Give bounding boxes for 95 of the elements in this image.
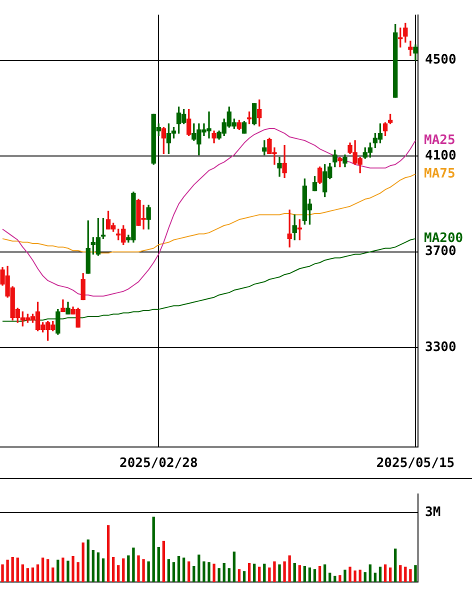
bar [202,561,206,582]
bar [92,550,94,582]
y-tick-label: 3700 [425,244,456,260]
bar [324,564,326,582]
bar [348,566,352,582]
bar [404,566,407,582]
series-label: MA75 [424,166,456,182]
bar [147,561,150,582]
bar [368,564,372,582]
bar [374,572,377,582]
x-tick-label: 2025/02/28 [120,456,198,472]
bar [102,558,105,582]
bar [388,567,392,582]
bar [358,570,362,582]
bar [378,566,382,582]
candlestick [408,40,413,56]
bar [308,567,312,582]
bar [192,566,196,582]
bar [76,562,80,582]
bar [252,564,256,582]
bar [293,563,296,582]
bar [177,556,180,582]
bar [238,569,241,582]
bar [334,576,336,582]
bar [303,566,306,582]
bar [364,572,366,582]
bar [62,558,64,582]
bar [36,564,40,582]
bar [6,560,9,582]
bar [52,567,54,582]
bar [86,540,90,582]
bar [66,560,70,582]
bar [399,565,402,582]
bar [283,561,286,582]
y-tick-label: 3300 [425,340,456,356]
bar [338,575,342,582]
series-label: MA25 [424,132,456,148]
bar [132,548,135,582]
bar [162,540,166,582]
bar [152,516,155,582]
bar [82,542,84,582]
bar [157,546,160,582]
bar [208,562,210,582]
bar [167,559,170,582]
bar [21,564,24,582]
bar [242,571,246,582]
bar [232,552,236,582]
bar [182,558,186,582]
bar [198,554,200,582]
bar [112,556,115,582]
bar [222,563,226,582]
bar [354,570,356,582]
bar [56,560,60,582]
bar [384,564,387,582]
bar [122,558,125,582]
bar [11,556,14,582]
bar [273,561,276,582]
bar [268,567,271,582]
bar [142,559,145,582]
series-label: MA200 [424,231,464,246]
y-tick-label: 4100 [425,148,456,164]
y-tick-label: 3M [425,504,441,520]
bar [298,565,301,582]
bar [258,566,261,582]
y-tick-label: 4500 [425,52,456,68]
candlestick [287,210,292,248]
bar [409,569,412,582]
bar [344,570,346,582]
bar [41,558,44,582]
bar [1,564,4,582]
bar [72,556,74,582]
x-tick-label: 2025/05/15 [376,456,455,472]
bar [212,564,216,582]
bar [106,525,110,582]
bar [263,564,266,582]
bar [394,548,397,582]
bar [278,564,281,582]
bar [127,555,130,582]
bar [188,561,190,582]
bar [318,566,322,582]
bar [96,552,100,582]
bar [414,565,417,582]
bar [117,565,120,582]
bar [26,568,30,582]
bar [248,563,251,582]
bar [46,559,50,582]
bar [228,568,230,582]
bar [31,567,34,582]
bar [172,562,176,582]
bar [218,568,220,582]
bar [16,558,19,582]
bar [288,555,291,582]
bar [328,572,332,582]
bar [313,569,316,582]
bar [137,555,140,582]
